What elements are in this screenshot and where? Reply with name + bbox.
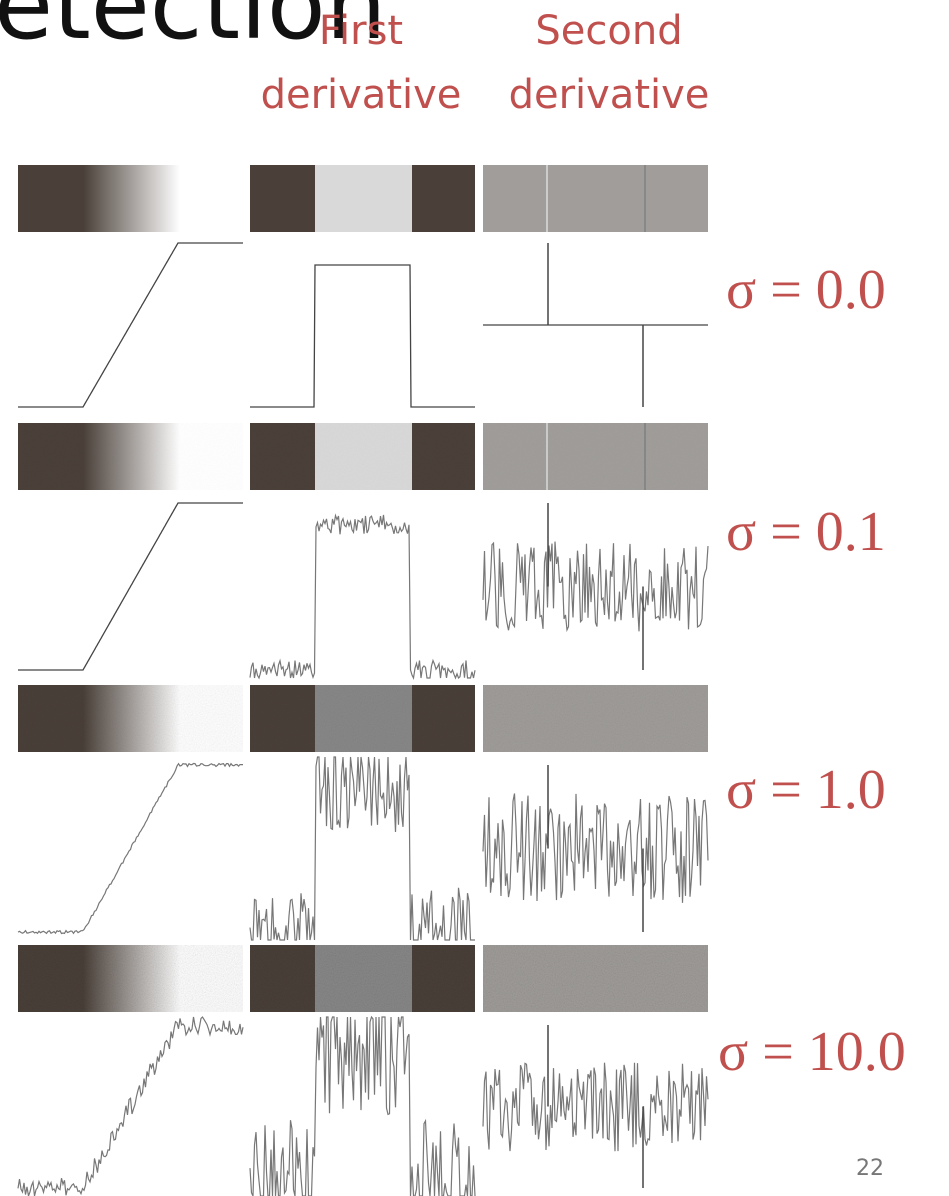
strip-noise: [18, 945, 243, 1012]
column-header: derivative: [261, 72, 462, 118]
second-derivative-strip: [483, 165, 708, 232]
sigma-label: σ = 10.0: [718, 1021, 906, 1083]
signal-plot: [18, 243, 243, 407]
signal-plot: [250, 265, 475, 407]
slide: etection First derivative Second derivat…: [0, 0, 949, 1196]
signal-plot: [250, 1017, 475, 1196]
signal-plot: [18, 764, 243, 934]
signal-plot: [483, 1063, 708, 1152]
intensity-strip: [18, 165, 243, 232]
strip-noise: [18, 685, 243, 752]
strip-noise: [250, 685, 475, 752]
signal-plot: [18, 1017, 243, 1196]
strip-noise: [483, 423, 708, 490]
signal-plot: [250, 515, 475, 678]
page-number: 22: [856, 1156, 884, 1181]
strip-noise: [18, 423, 243, 490]
column-header: derivative: [509, 72, 710, 118]
strip-noise: [483, 685, 708, 752]
strip-noise: [250, 945, 475, 1012]
sigma-label: σ = 1.0: [726, 759, 886, 821]
strip-noise: [483, 945, 708, 1012]
signal-plot: [483, 542, 708, 632]
sigma-label: σ = 0.0: [726, 259, 886, 321]
signal-plot: [18, 503, 243, 670]
sigma-label: σ = 0.1: [726, 501, 886, 563]
strip-noise: [250, 423, 475, 490]
column-header: Second: [535, 8, 682, 54]
signal-plot: [483, 794, 708, 903]
column-header: First: [319, 8, 403, 54]
slide-canvas: etection First derivative Second derivat…: [0, 0, 949, 1196]
first-derivative-strip: [315, 165, 412, 232]
signal-plot: [250, 757, 475, 940]
